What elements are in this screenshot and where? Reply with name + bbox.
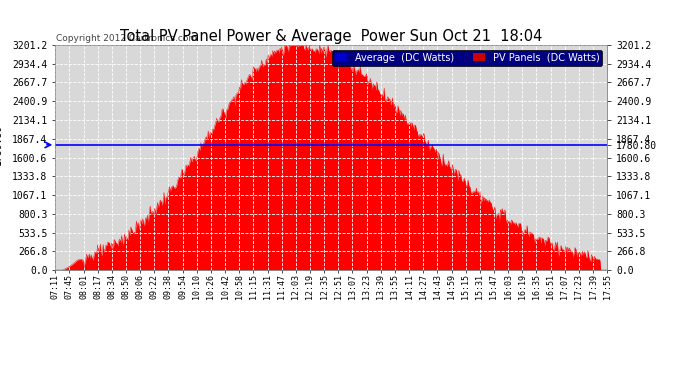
Text: 1780.80: 1780.80 xyxy=(0,124,3,165)
Text: Copyright 2012 Cartronics.com: Copyright 2012 Cartronics.com xyxy=(57,34,197,43)
Legend: Average  (DC Watts), PV Panels  (DC Watts): Average (DC Watts), PV Panels (DC Watts) xyxy=(333,50,602,66)
Title: Total PV Panel Power & Average  Power Sun Oct 21  18:04: Total PV Panel Power & Average Power Sun… xyxy=(120,29,542,44)
